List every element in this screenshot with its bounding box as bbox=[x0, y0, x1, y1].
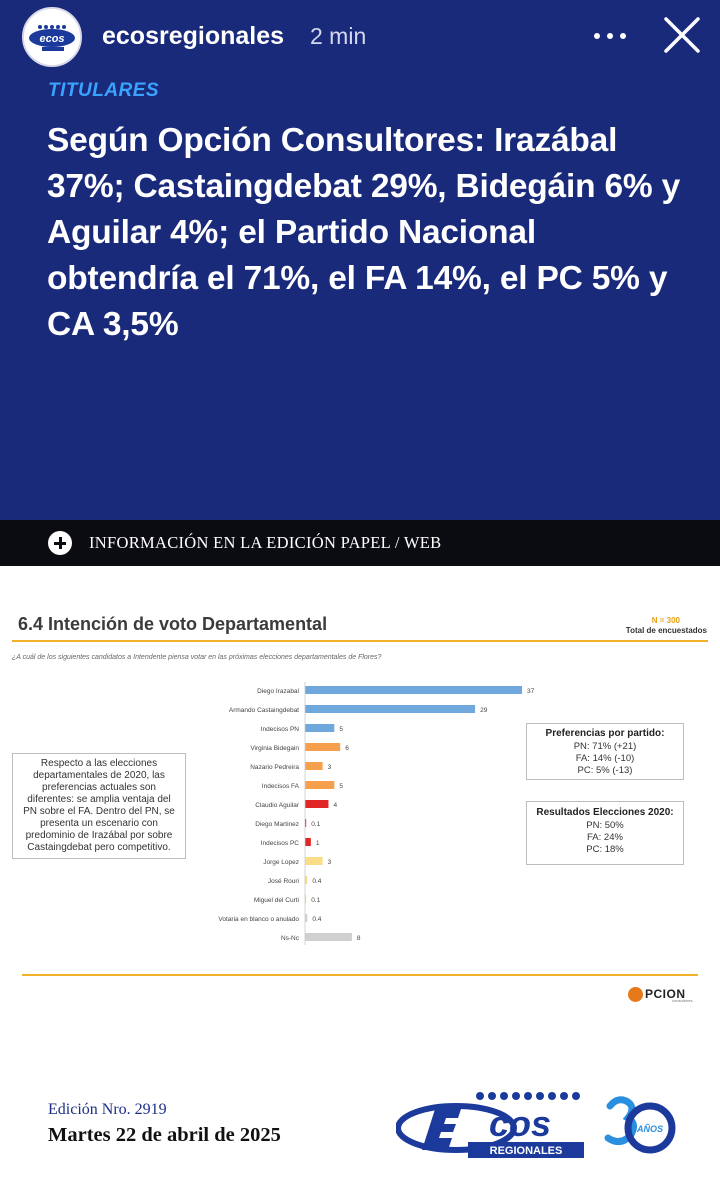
value-label: 3 bbox=[328, 859, 332, 866]
survey-question: ¿A cuál de los siguientes candidatos a I… bbox=[12, 654, 382, 661]
bar bbox=[305, 914, 308, 922]
value-label: 29 bbox=[480, 707, 488, 714]
bar bbox=[305, 781, 335, 789]
opcion-logo: PCION bbox=[628, 986, 686, 1002]
party-preferences-title: Preferencias por partido: bbox=[545, 728, 665, 739]
bar bbox=[305, 857, 323, 865]
value-label: 3 bbox=[328, 764, 332, 771]
bar bbox=[305, 705, 476, 713]
bar bbox=[305, 819, 307, 827]
opcion-logo-mark-icon bbox=[628, 986, 643, 1002]
category-label: Claudio Aguilar bbox=[255, 802, 300, 809]
headline: Según Opción Consultores: Irazábal 37%; … bbox=[47, 122, 681, 343]
value-label: 0.1 bbox=[311, 897, 320, 904]
category-label: Nazario Pedreira bbox=[250, 764, 299, 771]
results-2020-title: Resultados Elecciones 2020: bbox=[536, 807, 674, 818]
category-label: Votaria en blanco o anulado bbox=[218, 916, 299, 923]
avatar[interactable]: ecos bbox=[22, 7, 82, 67]
category-label: Virginia Bidegain bbox=[250, 745, 299, 752]
info-bar-label[interactable]: INFORMACIÓN EN LA EDICIÓN PAPEL / WEB bbox=[89, 533, 442, 552]
category-label: Diego Martinez bbox=[255, 821, 299, 828]
value-label: 5 bbox=[339, 726, 343, 733]
bar bbox=[305, 895, 307, 903]
preference-line: PC: 5% (-13) bbox=[577, 765, 633, 776]
category-label: Ns-Nc bbox=[281, 935, 300, 942]
value-label: 6 bbox=[345, 745, 349, 752]
value-label: 0.4 bbox=[312, 878, 321, 885]
edition-date: Martes 22 de abril de 2025 bbox=[48, 1124, 281, 1146]
slide-title: 6.4 Intención de voto Departamental bbox=[18, 614, 328, 634]
value-label: 0.1 bbox=[311, 821, 320, 828]
value-label: 0.4 bbox=[312, 916, 321, 923]
bar bbox=[305, 724, 335, 732]
value-label: 8 bbox=[357, 935, 361, 942]
category-label: Armando Castaingdebat bbox=[229, 707, 299, 714]
bar bbox=[305, 762, 323, 770]
divider bbox=[22, 974, 698, 976]
category-label: Indecisos FA bbox=[262, 783, 300, 790]
value-label: 37 bbox=[527, 688, 535, 695]
category-label: Diego Irazabal bbox=[257, 688, 299, 695]
category-label: Indecisos PN bbox=[261, 726, 300, 733]
story-panel: ecos ecosregionales 2 min TITULARES Segú… bbox=[0, 0, 720, 520]
anniversary-logo: AÑOS bbox=[604, 1096, 676, 1154]
anniversary-label: AÑOS bbox=[636, 1124, 663, 1134]
edition-number: Edición Nro. 2919 bbox=[48, 1101, 167, 1118]
value-label: 4 bbox=[333, 802, 337, 809]
party-preferences-box: Preferencias por partido: PN: 71% (+21) … bbox=[526, 723, 684, 780]
result-line: PN: 50% bbox=[586, 820, 624, 831]
vote-intention-chart: Diego Irazabal 37 Armando Castaingdebat 29 I… bbox=[218, 682, 535, 945]
analysis-callout: Respecto a las elecciones departamentale… bbox=[12, 753, 186, 859]
svg-text:ecos: ecos bbox=[39, 33, 64, 45]
preference-line: FA: 14% (-10) bbox=[575, 753, 635, 764]
close-icon[interactable] bbox=[662, 15, 702, 55]
bar bbox=[305, 933, 352, 941]
preference-line: PN: 71% (+21) bbox=[573, 741, 637, 752]
sample-size: N = 300 bbox=[651, 616, 680, 625]
category-label: Jorge Lopez bbox=[263, 859, 299, 866]
value-label: 1 bbox=[316, 840, 320, 847]
category-label: Miguel del Curti bbox=[254, 897, 299, 904]
plus-icon[interactable] bbox=[48, 531, 72, 555]
bar bbox=[305, 800, 329, 808]
story-timestamp: 2 min bbox=[310, 23, 367, 49]
category-label: Indecisos PC bbox=[261, 840, 300, 847]
survey-slide: 6.4 Intención de voto Departamental N = … bbox=[0, 566, 720, 1016]
result-line: PC: 18% bbox=[586, 844, 624, 855]
bar bbox=[305, 743, 341, 751]
svg-text:cos: cos bbox=[489, 1103, 551, 1144]
ecos-avatar-logo-icon: ecos bbox=[24, 9, 80, 65]
opcion-logo-subtitle: consultores bbox=[672, 998, 693, 1003]
story-username[interactable]: ecosregionales bbox=[102, 22, 285, 50]
value-label: 5 bbox=[339, 783, 343, 790]
divider bbox=[12, 640, 708, 642]
category-label: José Rouri bbox=[268, 878, 299, 885]
section-kicker: TITULARES bbox=[48, 80, 160, 101]
results-2020-box: Resultados Elecciones 2020: PN: 50% FA: … bbox=[526, 801, 684, 865]
result-line: FA: 24% bbox=[587, 832, 623, 843]
bar bbox=[305, 686, 522, 694]
ecos-logo-text: REGIONALES bbox=[490, 1145, 563, 1157]
sample-size-label: Total de encuestados bbox=[625, 626, 707, 635]
more-options-icon[interactable] bbox=[592, 26, 628, 46]
story-header: ecos ecosregionales 2 min bbox=[0, 0, 720, 72]
ecos-regionales-logo: cos REGIONALES bbox=[396, 1092, 584, 1158]
info-bar[interactable] bbox=[0, 520, 720, 566]
bar bbox=[305, 876, 308, 884]
opcion-logo-text: PCION bbox=[645, 987, 686, 1001]
bar bbox=[305, 838, 311, 846]
